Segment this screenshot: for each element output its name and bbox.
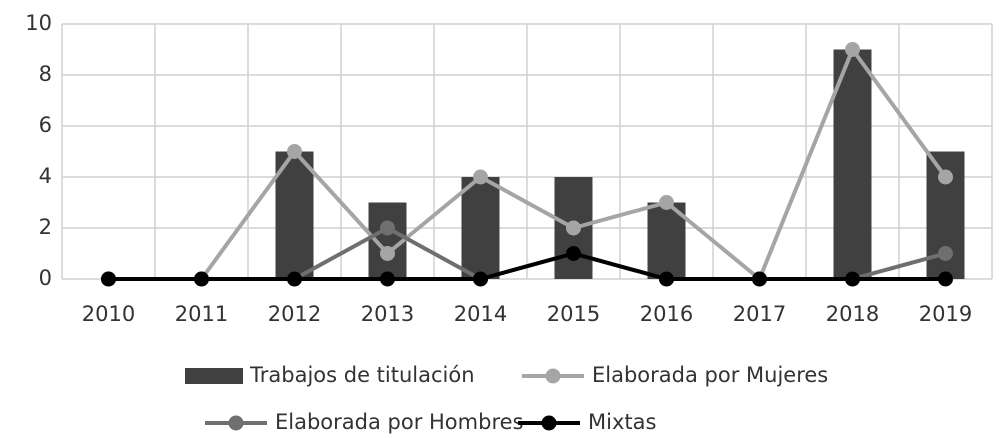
legend-marker <box>228 415 244 431</box>
marker <box>659 195 674 210</box>
y-tick-label: 2 <box>39 215 52 239</box>
x-tick-label: 2018 <box>826 302 879 326</box>
bar <box>461 177 500 279</box>
marker <box>380 246 395 261</box>
marker <box>287 144 302 159</box>
marker <box>845 42 860 57</box>
y-tick-label: 0 <box>39 266 52 290</box>
marker <box>473 271 488 287</box>
marker <box>659 271 674 287</box>
line <box>108 47 948 281</box>
marker <box>845 271 860 287</box>
legend-label: Elaborada por Mujeres <box>592 363 828 387</box>
x-tick-label: 2016 <box>640 302 693 326</box>
legend-label: Trabajos de titulación <box>249 363 475 387</box>
x-tick-label: 2013 <box>361 302 414 326</box>
legend-swatch <box>185 368 243 384</box>
x-tick-label: 2015 <box>547 302 600 326</box>
legend-marker <box>545 368 561 384</box>
marker <box>566 246 581 261</box>
bar <box>833 49 872 279</box>
marker <box>938 271 953 287</box>
x-tick-label: 2014 <box>454 302 507 326</box>
y-tick-label: 6 <box>39 113 52 137</box>
legend-label: Elaborada por Hombres <box>275 410 523 434</box>
y-tick-label: 4 <box>39 164 52 188</box>
line <box>108 251 946 281</box>
marker <box>194 271 209 287</box>
legend-marker <box>541 415 557 431</box>
x-tick-label: 2017 <box>733 302 786 326</box>
x-tick-label: 2010 <box>82 302 135 326</box>
y-tick-label: 8 <box>39 62 52 86</box>
legend-label: Mixtas <box>588 410 656 434</box>
y-tick-label: 10 <box>25 11 52 35</box>
x-tick-label: 2011 <box>175 302 228 326</box>
marker <box>752 271 767 287</box>
marker <box>938 169 953 185</box>
marker <box>380 271 395 287</box>
x-tick-label: 2012 <box>268 302 321 326</box>
marker <box>938 246 953 261</box>
bar <box>275 151 314 279</box>
marker <box>287 271 302 287</box>
x-tick-label: 2019 <box>919 302 972 326</box>
marker <box>566 220 581 236</box>
marker <box>473 169 488 185</box>
marker <box>380 220 395 236</box>
marker <box>101 271 116 287</box>
